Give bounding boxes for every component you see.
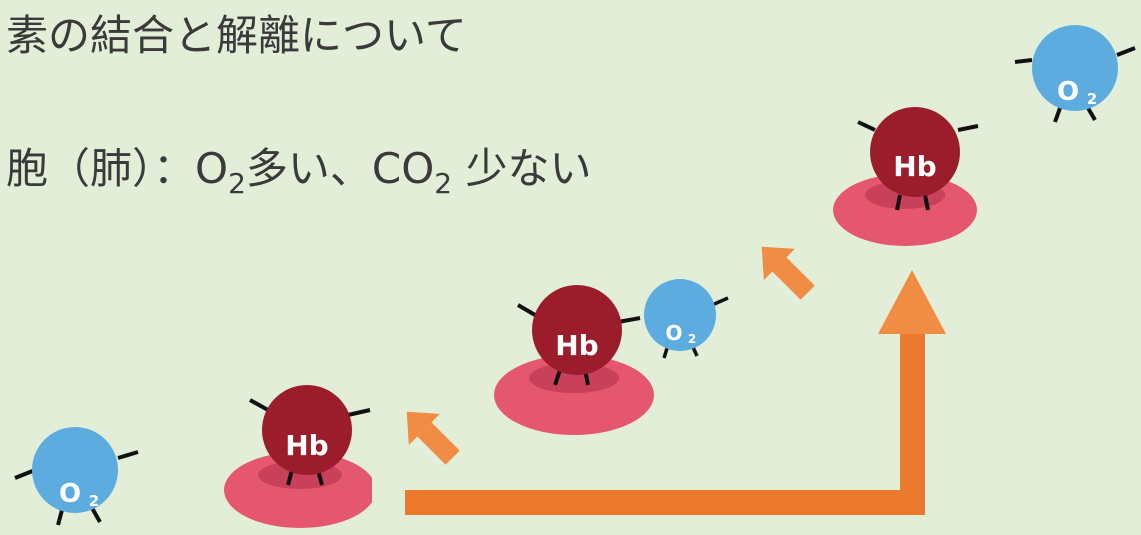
label: 2	[89, 492, 99, 510]
oxygen	[1015, 25, 1135, 122]
label: Hb	[285, 429, 328, 462]
label: 2	[1087, 90, 1097, 108]
label: O	[59, 479, 81, 509]
label: 2	[688, 332, 696, 346]
oxygen	[15, 427, 138, 525]
label: O	[1057, 77, 1079, 107]
small-arrow	[746, 231, 823, 308]
illustration: O 2 Hb Hb O 2 Hb O 2	[0, 0, 1141, 535]
label: O	[665, 321, 682, 345]
slide: 素の結合と解離について 胞（肺）：O2多い、CO2 少ない O 2 Hb Hb	[0, 0, 1141, 535]
oxygen	[644, 279, 728, 358]
label: Hb	[893, 150, 936, 183]
label: Hb	[555, 329, 598, 362]
small-arrow	[391, 396, 468, 473]
